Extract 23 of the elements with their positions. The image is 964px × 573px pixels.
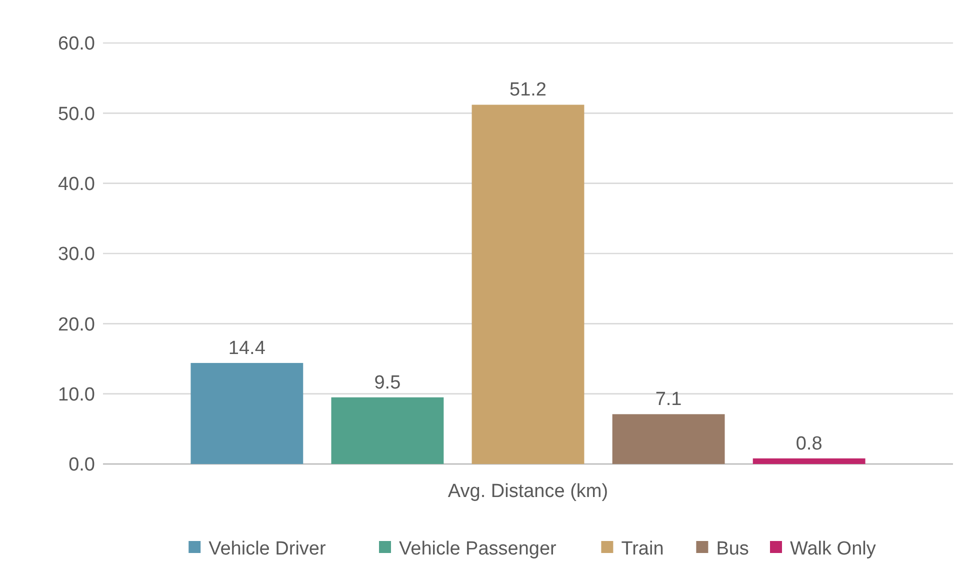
data-label: 9.5 [374, 372, 401, 394]
y-tick-label: 60.0 [58, 34, 95, 55]
bar [752, 458, 866, 464]
data-label: 51.2 [510, 80, 546, 101]
x-tick-label: Avg. Distance (km) [448, 481, 608, 502]
y-tick-label: 10.0 [58, 384, 95, 406]
bar [190, 362, 304, 464]
y-tick-label: 40.0 [58, 174, 95, 195]
y-tick-label: 20.0 [58, 314, 95, 336]
data-label: 0.8 [796, 433, 822, 454]
y-tick-label: 30.0 [58, 244, 95, 266]
data-label: 7.1 [655, 389, 682, 410]
legend-label: Train [621, 538, 664, 560]
bar [472, 104, 584, 464]
data-label: 14.4 [228, 338, 266, 359]
y-tick-label: 0.0 [68, 454, 95, 476]
y-tick-label: 50.0 [58, 104, 95, 125]
legend-label: Bus [716, 538, 749, 560]
legend-label: Vehicle Passenger [399, 538, 558, 560]
legend-label: Vehicle Driver [208, 538, 326, 560]
bar [331, 397, 444, 464]
legend-label: Walk Only [790, 538, 876, 560]
bar [612, 414, 725, 464]
